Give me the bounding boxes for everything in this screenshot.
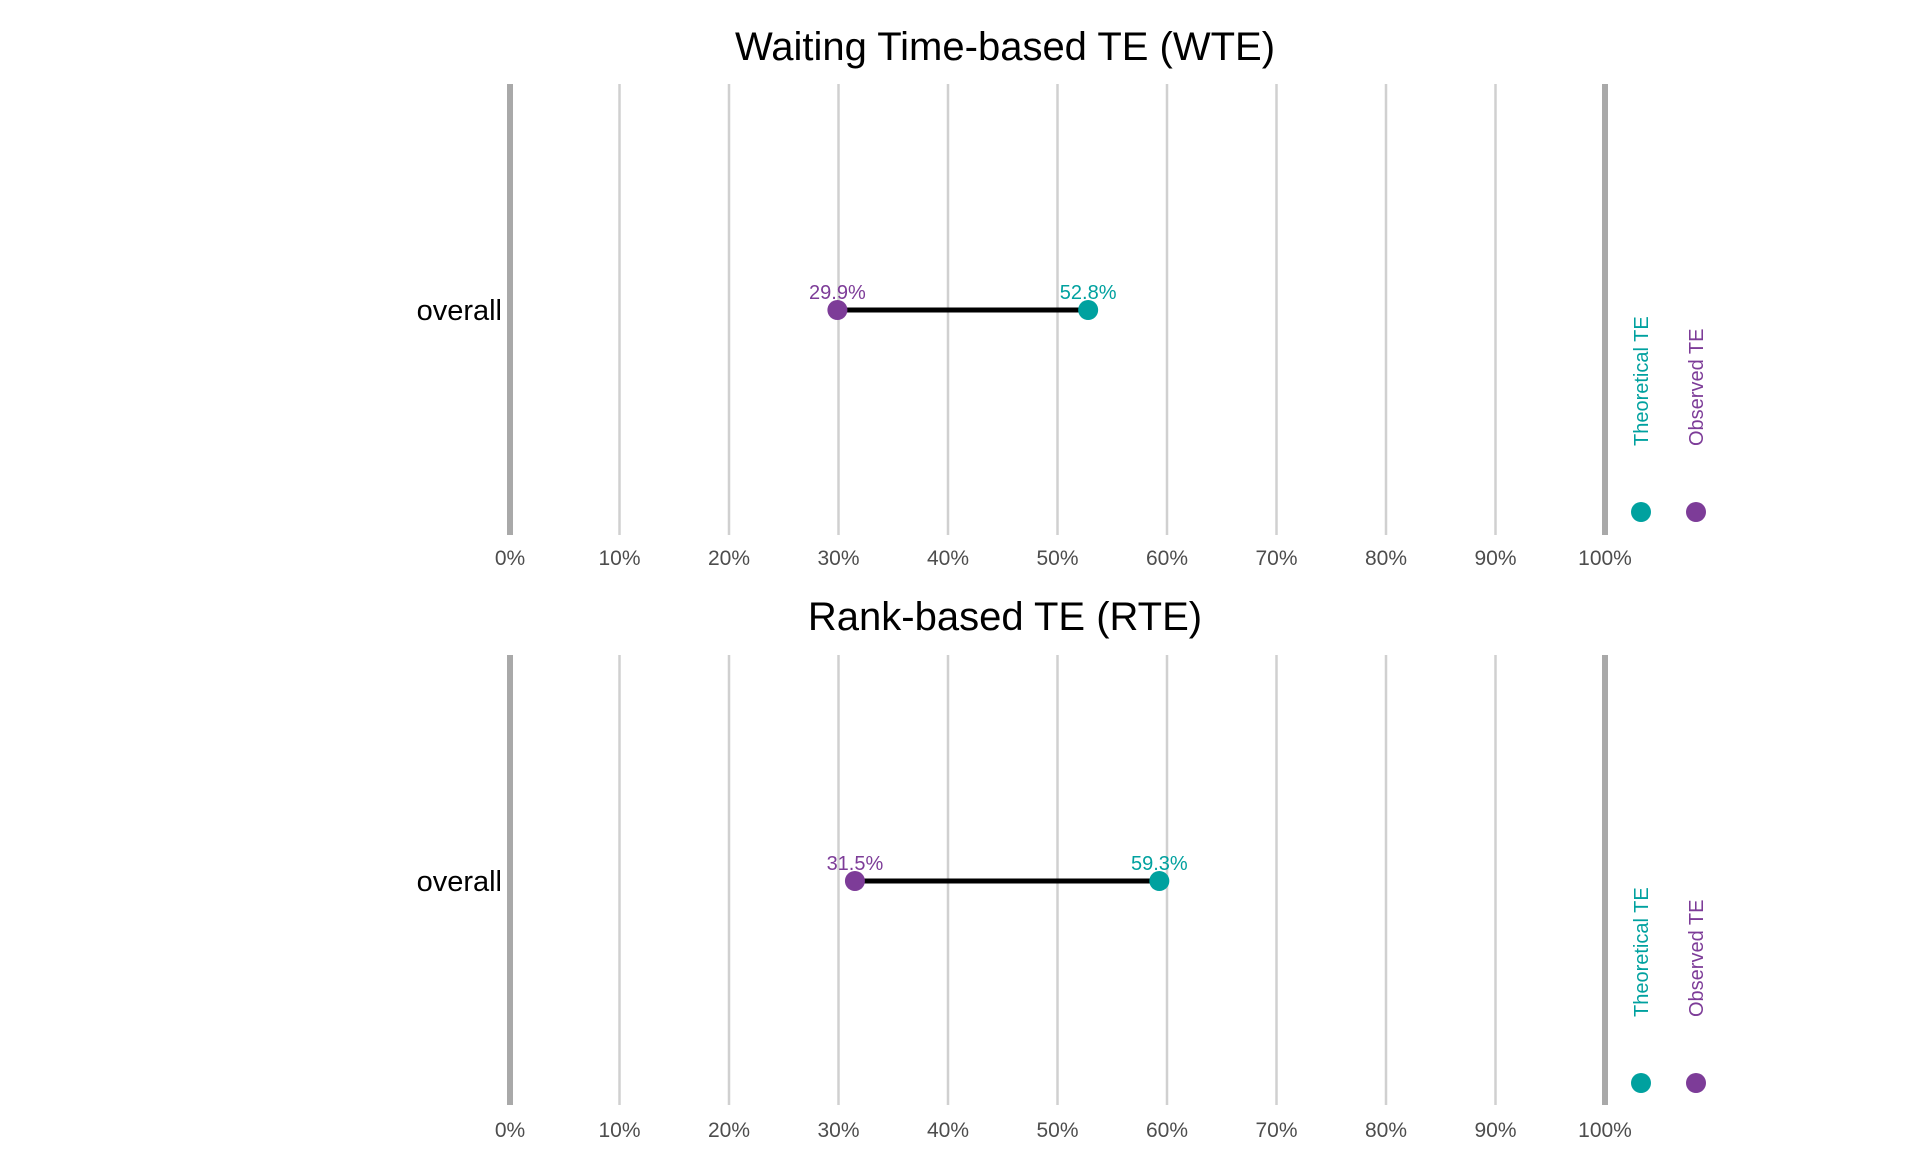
x-tick-label: 40%	[927, 547, 969, 570]
legend-marker	[1686, 1073, 1706, 1093]
x-tick-label: 30%	[817, 1119, 859, 1142]
legend-marker	[1631, 1073, 1651, 1093]
x-tick-label: 90%	[1474, 547, 1516, 570]
data-label: 31.5%	[827, 853, 884, 875]
x-tick-label: 60%	[1146, 1119, 1188, 1142]
x-tick-label: 40%	[927, 1119, 969, 1142]
x-tick-label: 50%	[1036, 1119, 1078, 1142]
x-tick-label: 90%	[1474, 1119, 1516, 1142]
x-tick-label: 80%	[1365, 547, 1407, 570]
x-tick-label: 10%	[598, 1119, 640, 1142]
x-tick-label: 100%	[1578, 1119, 1632, 1142]
row-label: overall	[417, 866, 502, 898]
x-tick-label: 100%	[1578, 547, 1632, 570]
x-tick-label: 0%	[495, 547, 525, 570]
chart-title: Waiting Time-based TE (WTE)	[735, 25, 1275, 69]
x-tick-label: 10%	[598, 547, 640, 570]
data-point	[1078, 300, 1099, 320]
data-point	[1149, 871, 1170, 891]
legend-marker	[1631, 502, 1651, 522]
x-tick-label: 70%	[1255, 1119, 1297, 1142]
data-point	[827, 300, 848, 320]
x-tick-label: 50%	[1036, 547, 1078, 570]
data-point	[844, 871, 865, 891]
x-tick-label: 20%	[708, 1119, 750, 1142]
x-tick-label: 0%	[495, 1119, 525, 1142]
data-label: 59.3%	[1131, 853, 1188, 875]
data-label: 52.8%	[1060, 282, 1117, 304]
legend-label: Theoretical TE	[1631, 316, 1653, 446]
row-label: overall	[417, 295, 502, 327]
x-tick-label: 80%	[1365, 1119, 1407, 1142]
legend-label: Observed TE	[1686, 329, 1708, 446]
legend-label: Observed TE	[1686, 900, 1708, 1017]
legend-label: Theoretical TE	[1631, 887, 1653, 1017]
x-tick-label: 20%	[708, 547, 750, 570]
x-tick-label: 70%	[1255, 547, 1297, 570]
data-label: 29.9%	[809, 282, 866, 304]
x-tick-label: 30%	[817, 547, 859, 570]
x-tick-label: 60%	[1146, 547, 1188, 570]
chart-title: Rank-based TE (RTE)	[808, 595, 1202, 639]
legend-marker	[1686, 502, 1706, 522]
